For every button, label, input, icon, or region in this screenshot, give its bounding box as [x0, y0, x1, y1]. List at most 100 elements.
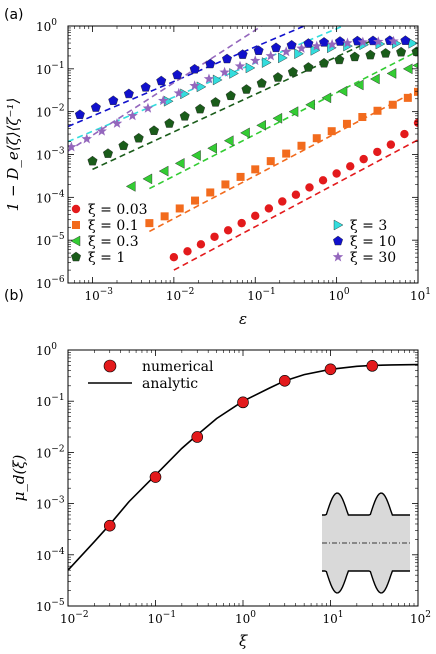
panel-a-point	[402, 63, 413, 75]
panel-b-x-tick-label: 10−1	[148, 610, 177, 626]
panel-a-point	[210, 232, 219, 241]
panel-a-x-tick-label: 10−1	[247, 287, 276, 303]
panel-b-point	[366, 360, 379, 372]
panel-a-legend-marker	[71, 204, 81, 214]
panel-a-point	[326, 38, 338, 49]
panel-a-point	[319, 37, 330, 47]
panel-a-point	[280, 46, 292, 57]
panel-a-point	[291, 190, 301, 199]
panel-a-point	[196, 240, 206, 249]
panel-b-label: (b)	[4, 288, 24, 304]
panel-a-point	[403, 93, 412, 102]
panel-a-point	[319, 58, 330, 68]
panel-a-point	[400, 35, 411, 45]
panel-b-point	[149, 471, 162, 483]
panel-a-point	[327, 127, 336, 136]
panel-a-point	[305, 183, 314, 192]
panel-a-point	[400, 129, 409, 139]
panel-a-point	[237, 49, 248, 59]
panel-a-x-tick-label: 100	[329, 287, 350, 303]
panel-b-x-axis-label: ξ	[239, 632, 248, 650]
panel-a-legend-label: ξ = 10	[350, 234, 396, 250]
panel-a-point	[123, 88, 134, 99]
panel-a-plot: 10−3 10−2 10−1 100 101 10−6 10−5 10−4 10−3 10−2 10…	[4, 18, 431, 328]
panel-a-point	[265, 50, 276, 61]
panel-b-point	[191, 431, 204, 443]
panel-a-fit-line	[149, 50, 418, 190]
panel-a-point	[149, 125, 159, 135]
panel-a-point	[189, 63, 200, 74]
panel-b-y-tick-label: 10−3	[36, 496, 65, 512]
panel-a-point	[140, 82, 151, 92]
panel-a-fit-line	[68, 26, 263, 152]
panel-a-point	[386, 68, 397, 79]
panel-a-y-axis-label: 1 − D_e⟨ζ⟩⟨ζ⁻¹⟩	[4, 98, 22, 212]
panel-a-point	[297, 141, 306, 150]
panel-a-y-tick-label: 10−6	[36, 275, 65, 291]
inset-channel-bottom-wall	[322, 570, 410, 594]
panel-a-point	[174, 158, 185, 169]
panel-a-point	[359, 154, 368, 164]
inset-channel-top-wall	[322, 492, 410, 516]
panel-a-point	[223, 226, 233, 235]
panel-a-point	[173, 87, 185, 98]
panel-a-point	[286, 40, 297, 50]
panel-a-point	[207, 142, 217, 154]
panel-a-point	[318, 176, 328, 185]
panel-a-point	[219, 66, 230, 77]
panel-a-point	[282, 149, 291, 158]
panel-b-y-axis-label: μ_d(ξ)	[10, 454, 28, 501]
panel-a-point	[346, 162, 355, 171]
panel-a-point	[203, 73, 215, 84]
panel-a-point	[256, 119, 266, 131]
panel-a-point	[234, 60, 246, 71]
panel-b-y-tick-label: 10−2	[36, 444, 65, 460]
panel-a-point	[179, 111, 190, 121]
panel-b-legend-label: analytic	[142, 376, 198, 392]
panel-a-point	[172, 69, 183, 80]
panel-a-point	[245, 62, 256, 74]
panel-a-label: (a)	[4, 7, 24, 23]
panel-a-legend-label: ξ = 3	[350, 218, 387, 234]
panel-a-point	[303, 38, 314, 48]
panel-a-point	[169, 253, 179, 262]
panel-a-point	[236, 172, 245, 181]
panel-a-point	[388, 35, 399, 46]
panel-a-point	[142, 102, 154, 113]
panel-b-point	[237, 396, 249, 409]
panel-a-point	[334, 54, 345, 65]
panel-a-point	[251, 165, 260, 174]
panel-a-point	[342, 119, 351, 128]
panel-a-legend-label: ξ = 30	[350, 250, 396, 266]
panel-a-point	[81, 133, 92, 144]
panel-a-legend-label: ξ = 0.1	[88, 218, 139, 234]
panel-a-point	[96, 125, 107, 136]
panel-a-point	[183, 247, 192, 256]
panel-a-legend-marker	[333, 235, 343, 246]
panel-a-point	[373, 147, 382, 157]
panel-a-point	[288, 106, 299, 118]
panel-a-legend-marker	[71, 251, 81, 262]
panel-b-plot-area	[68, 360, 418, 571]
panel-a-x-tick-label: 10−2	[166, 287, 195, 303]
panel-a-point	[108, 95, 119, 105]
panel-a-point	[396, 46, 407, 57]
panel-a-point	[196, 81, 207, 93]
panel-a-point	[264, 204, 274, 213]
panel-a-point	[388, 100, 397, 109]
panel-b-y-tick-label: 10−1	[36, 393, 65, 409]
panel-a-fit-line	[92, 38, 376, 171]
panel-a-point	[191, 150, 201, 161]
panel-a-point	[225, 90, 236, 101]
panel-a-y-tick-label: 10−4	[36, 189, 65, 205]
panel-a-point	[266, 157, 275, 166]
panel-b-y-tick-label: 10−4	[36, 547, 65, 563]
panel-b-legend-marker	[103, 359, 117, 373]
panel-b-x-tick-label: 102	[410, 610, 431, 626]
panel-a-point	[357, 36, 369, 47]
panel-b-x-tick-label: 10−2	[60, 610, 89, 626]
panel-a-point	[305, 99, 315, 111]
panel-a-y-tick-label: 10−5	[36, 232, 65, 248]
panel-a-point	[175, 204, 184, 213]
